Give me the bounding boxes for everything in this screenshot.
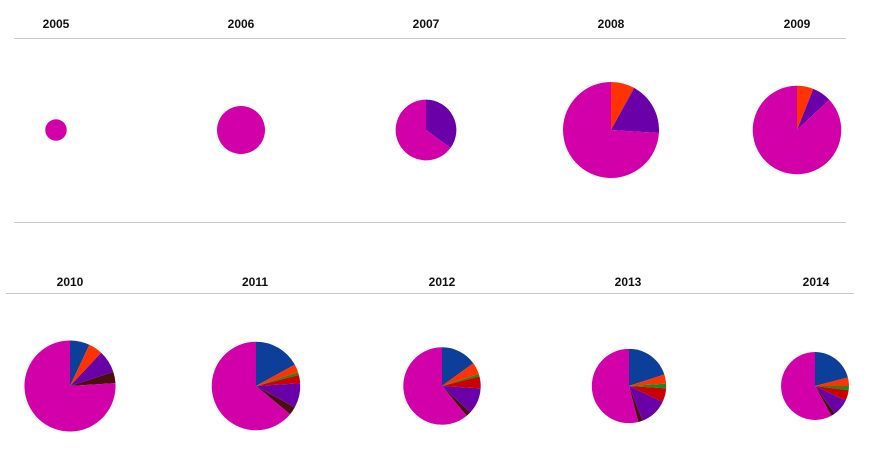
pie-slice <box>563 82 659 178</box>
pie-slice <box>70 344 102 386</box>
pie-2005 <box>45 119 67 141</box>
year-label-2012: 2012 <box>428 275 456 289</box>
pie-2013 <box>591 348 667 424</box>
pie-slice <box>256 386 295 415</box>
pie-slice <box>815 386 835 416</box>
pie-slice <box>611 82 635 130</box>
year-label-2013: 2013 <box>614 275 642 289</box>
pie-slice <box>591 348 639 424</box>
pie-2006 <box>217 106 265 154</box>
year-label-2014: 2014 <box>802 275 830 289</box>
year-label-2008: 2008 <box>597 17 625 31</box>
pie-slice <box>442 376 481 389</box>
pie-slice <box>815 386 849 401</box>
pie-slice <box>815 386 846 414</box>
pie-slice <box>70 352 114 386</box>
pie-slice <box>256 374 301 386</box>
pie-slice <box>403 347 467 425</box>
pie-slice <box>629 386 643 423</box>
pie-slice <box>781 352 832 420</box>
pie-2008 <box>563 82 659 178</box>
year-label-2006: 2006 <box>227 17 255 31</box>
pie-2012 <box>403 347 481 425</box>
pie-slice <box>629 386 663 421</box>
pie-slice <box>256 383 301 408</box>
pie-slice <box>611 87 659 134</box>
pie-slice <box>217 106 265 154</box>
pie-slice <box>442 347 474 386</box>
pie-slice <box>752 85 842 175</box>
pie-2007 <box>395 99 457 161</box>
pie-slice <box>629 374 667 386</box>
pie-slice <box>426 99 457 148</box>
top-bottom-rule <box>14 222 846 223</box>
year-label-2007: 2007 <box>412 17 440 31</box>
year-label-2010: 2010 <box>56 275 84 289</box>
pie-2009 <box>752 85 842 175</box>
pie-slice <box>629 386 667 402</box>
pie-slice <box>442 386 471 416</box>
pie-2010 <box>24 340 116 432</box>
year-label-2011: 2011 <box>241 275 269 289</box>
pie-2014 <box>781 352 849 420</box>
pie-slice <box>45 119 67 141</box>
pie-slice <box>815 377 849 386</box>
pie-slice <box>797 85 814 130</box>
pie-slice <box>395 99 451 161</box>
pie-slice <box>256 341 295 386</box>
pie-slice <box>629 348 665 386</box>
pie-slice <box>24 340 116 432</box>
pie-slice <box>815 352 848 386</box>
top-header-rule <box>14 38 846 39</box>
bottom-header-rule <box>6 293 854 294</box>
year-label-2009: 2009 <box>783 17 811 31</box>
pie-slice <box>70 371 116 386</box>
pie-2011 <box>211 341 301 431</box>
pie-slice <box>211 341 291 431</box>
pie-slice <box>256 372 299 386</box>
pie-slice <box>70 340 90 386</box>
pie-slice <box>442 374 480 386</box>
pie-slice <box>442 363 479 386</box>
pie-slice <box>256 364 299 386</box>
pie-slice <box>629 383 667 389</box>
pie-slice <box>815 386 849 391</box>
pie-slice <box>442 386 481 413</box>
year-label-2005: 2005 <box>42 17 70 31</box>
pie-slice <box>797 88 830 130</box>
